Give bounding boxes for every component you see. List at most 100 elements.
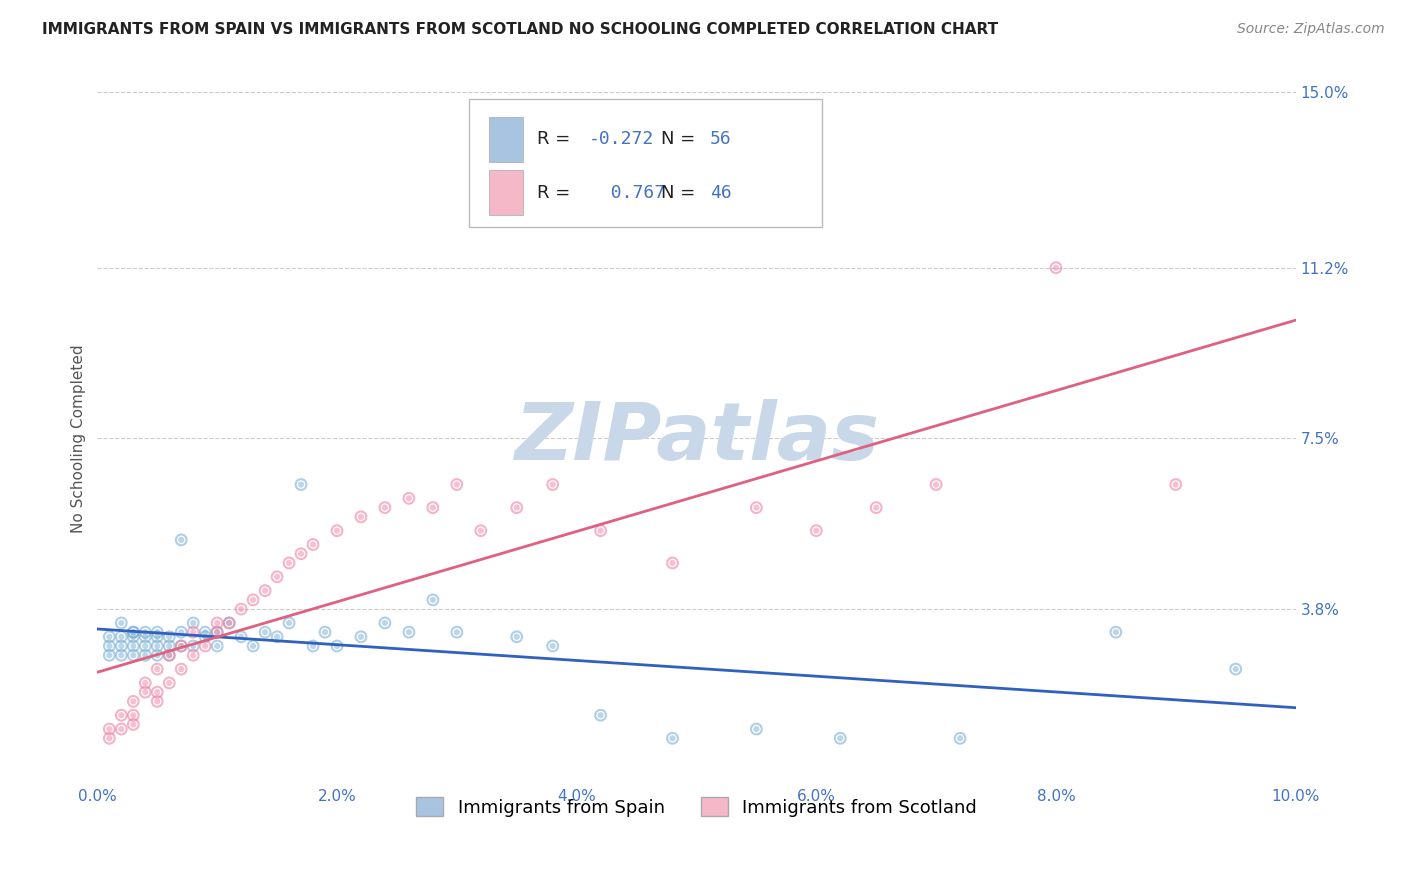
Point [181,648,204,663]
Point [374,500,396,515]
Point [589,708,612,723]
Point [157,648,180,663]
Point [157,676,180,690]
Point [98,722,121,736]
Point [1225,662,1247,676]
Point [205,625,228,640]
Point [242,639,264,653]
Point [181,625,204,640]
Point [134,685,156,699]
Point [122,630,145,644]
Text: N =: N = [661,184,700,202]
Point [242,593,264,607]
Point [254,625,277,640]
Point [1045,260,1067,275]
Point [181,615,204,630]
Point [326,524,349,538]
Point [949,731,972,746]
Point [326,639,349,653]
Point [157,648,180,663]
Point [98,648,121,663]
Point [266,630,288,644]
Point [326,524,349,538]
Point [949,731,972,746]
Point [170,533,193,547]
Point [745,500,768,515]
Point [181,639,204,653]
Point [194,625,217,640]
Point [157,639,180,653]
Point [589,708,612,723]
Point [589,524,612,538]
Point [110,722,132,736]
Point [122,708,145,723]
Point [745,500,768,515]
Point [98,731,121,746]
Point [231,602,253,616]
Point [506,500,529,515]
Point [314,625,336,640]
Point [1164,477,1187,491]
Point [146,648,169,663]
Point [170,639,193,653]
Point [242,593,264,607]
Point [134,639,156,653]
Point [1105,625,1128,640]
Point [146,630,169,644]
Point [146,625,169,640]
FancyBboxPatch shape [468,99,823,227]
Point [205,625,228,640]
Point [122,625,145,640]
Point [146,630,169,644]
Point [146,648,169,663]
Point [446,477,468,491]
Point [194,630,217,644]
Text: R =: R = [537,184,576,202]
Point [110,648,132,663]
Point [110,639,132,653]
Point [326,639,349,653]
Point [170,639,193,653]
Point [422,500,444,515]
Point [134,625,156,640]
Point [266,630,288,644]
Point [218,615,240,630]
Point [398,491,420,506]
Point [231,630,253,644]
Point [181,615,204,630]
Point [181,625,204,640]
Point [98,630,121,644]
Point [110,630,132,644]
Point [170,662,193,676]
Point [541,477,564,491]
Point [157,630,180,644]
Point [830,731,852,746]
Point [506,630,529,644]
Text: ZIPatlas: ZIPatlas [515,400,879,477]
Point [661,556,683,570]
Point [266,570,288,584]
Point [302,537,325,551]
Point [278,615,301,630]
Text: IMMIGRANTS FROM SPAIN VS IMMIGRANTS FROM SCOTLAND NO SCHOOLING COMPLETED CORRELA: IMMIGRANTS FROM SPAIN VS IMMIGRANTS FROM… [42,22,998,37]
Point [146,694,169,708]
Point [170,639,193,653]
Point [170,639,193,653]
Point [290,547,312,561]
Point [110,630,132,644]
Point [134,676,156,690]
Point [806,524,828,538]
Point [146,662,169,676]
Text: -0.272: -0.272 [589,130,654,148]
Point [422,593,444,607]
Point [745,722,768,736]
Point [374,500,396,515]
Point [134,685,156,699]
Point [865,500,887,515]
Point [181,639,204,653]
Point [122,625,145,640]
Point [146,662,169,676]
Point [254,625,277,640]
Point [134,630,156,644]
Point [290,547,312,561]
